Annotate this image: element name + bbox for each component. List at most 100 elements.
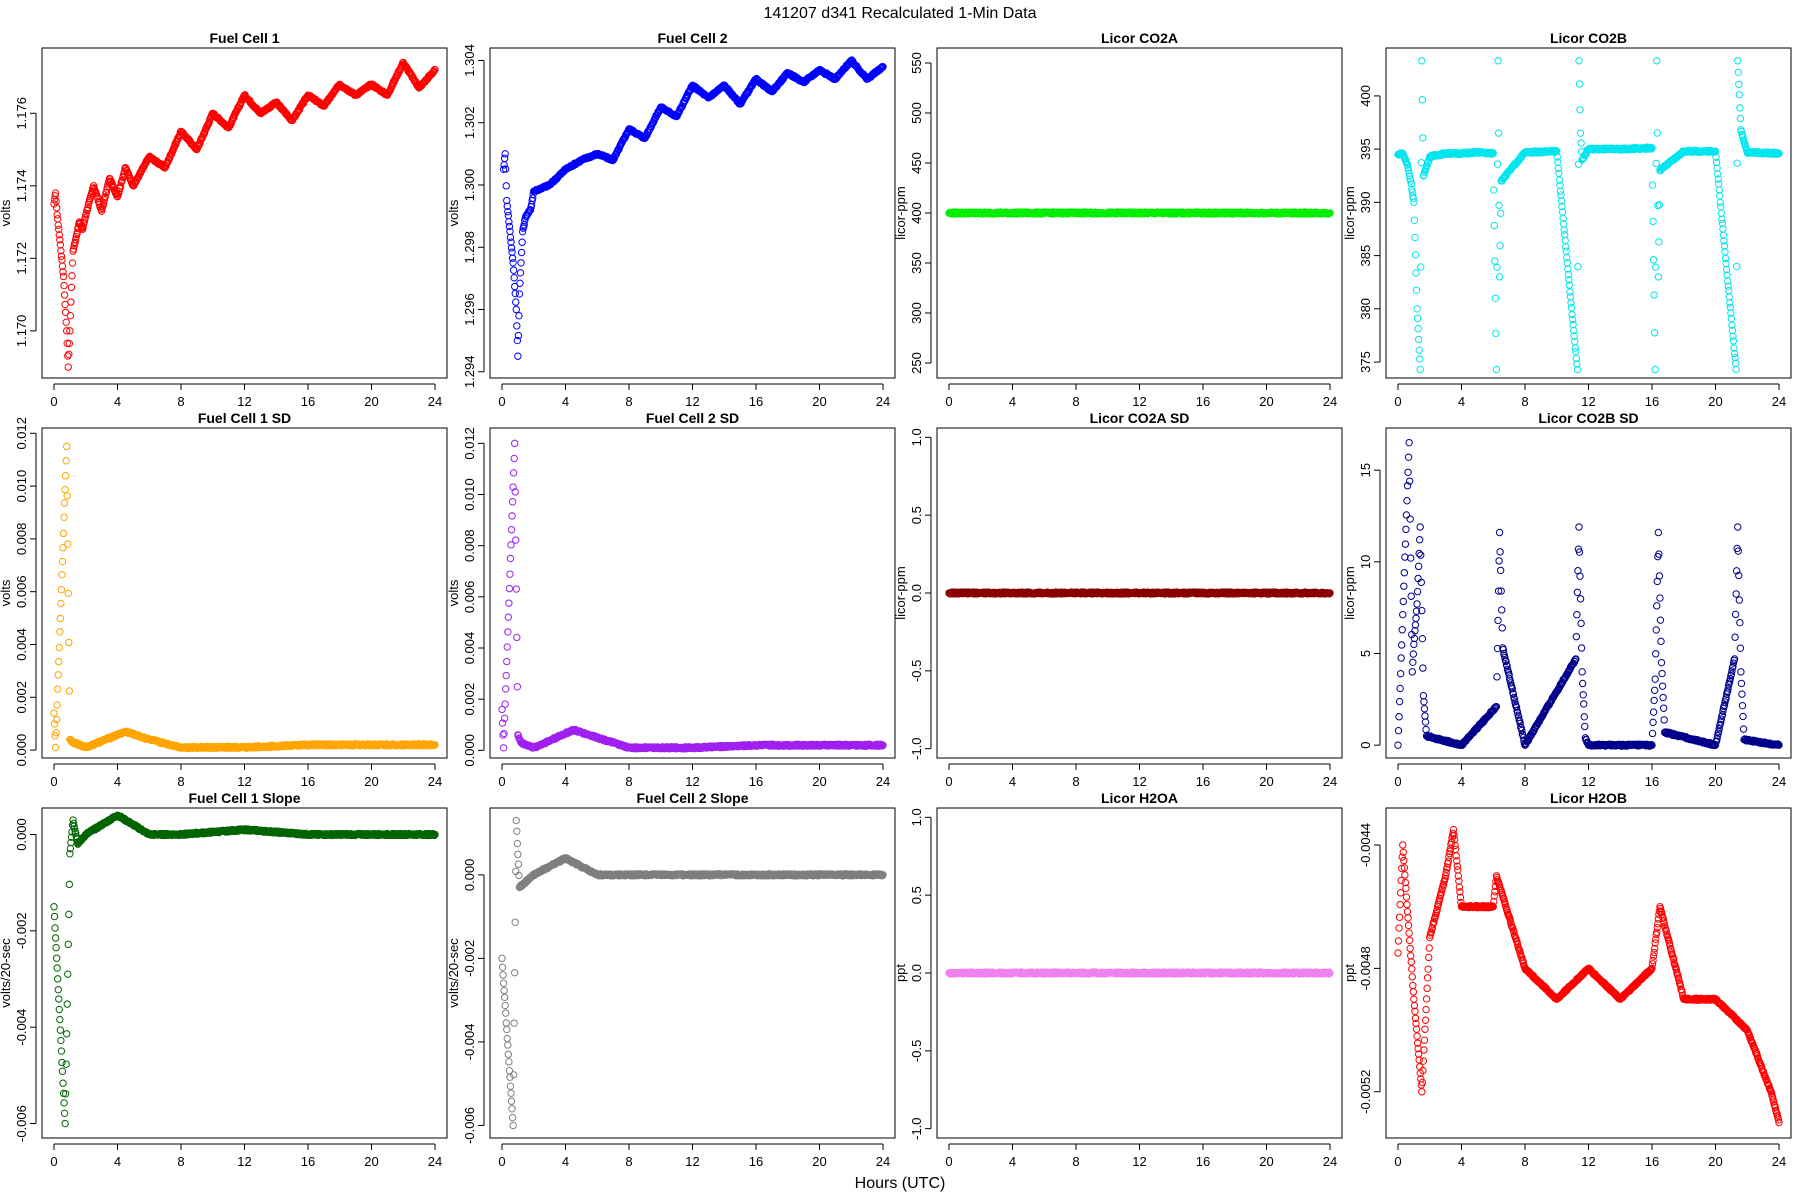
data-point bbox=[1419, 134, 1427, 142]
data-point bbox=[504, 628, 512, 636]
data-point bbox=[1648, 181, 1657, 189]
x-tick-label: 4 bbox=[1458, 394, 1465, 409]
data-point bbox=[1412, 286, 1421, 294]
data-point bbox=[1652, 159, 1660, 168]
data-point bbox=[1573, 365, 1582, 374]
y-tick-label: 0.010 bbox=[462, 478, 477, 511]
data-point bbox=[513, 322, 521, 330]
panel-2: Fuel Cell 20 4 8 12 16 20 241.2941.2961.2981.3… bbox=[446, 30, 896, 409]
y-tick-label: 0.006 bbox=[462, 581, 477, 614]
panel-title: Fuel Cell 1 SD bbox=[198, 410, 291, 426]
data-point bbox=[503, 196, 511, 205]
x-tick-label: 8 bbox=[177, 394, 184, 409]
data-point bbox=[1409, 194, 1418, 203]
data-point bbox=[1735, 80, 1743, 89]
data-point bbox=[511, 289, 519, 298]
data-point bbox=[68, 272, 76, 280]
x-tick-label: 12 bbox=[237, 774, 251, 789]
y-tick-label: 0.5 bbox=[909, 506, 924, 524]
data-point bbox=[1736, 114, 1745, 123]
data-point bbox=[61, 308, 70, 316]
data-point bbox=[58, 262, 67, 270]
data-point bbox=[509, 266, 518, 274]
data-point bbox=[1410, 216, 1419, 224]
data-point bbox=[503, 202, 511, 210]
data-point bbox=[509, 259, 517, 267]
x-tick-label: 24 bbox=[876, 774, 890, 789]
x-tick-label: 12 bbox=[1132, 774, 1146, 789]
data-point bbox=[1732, 262, 1741, 271]
data-point bbox=[101, 192, 110, 201]
data-point bbox=[502, 671, 510, 680]
data-point bbox=[57, 247, 65, 255]
data-point bbox=[508, 254, 517, 262]
data-point bbox=[517, 248, 526, 257]
y-tick-label: 0.010 bbox=[14, 470, 29, 503]
data-points bbox=[50, 58, 439, 371]
x-tick-label: 4 bbox=[114, 774, 121, 789]
data-point bbox=[50, 195, 59, 204]
data-point bbox=[65, 687, 74, 695]
data-point bbox=[1494, 129, 1503, 137]
data-point bbox=[1490, 186, 1498, 194]
x-tick-label: 0 bbox=[50, 774, 57, 789]
data-point bbox=[507, 526, 516, 534]
data-point bbox=[1734, 68, 1742, 77]
data-point bbox=[502, 182, 510, 190]
data-points bbox=[50, 442, 439, 753]
y-tick-label: 1.172 bbox=[14, 242, 29, 275]
data-point bbox=[514, 331, 523, 340]
data-point bbox=[1654, 273, 1663, 281]
data-point bbox=[526, 206, 534, 214]
x-tick-label: 0 bbox=[498, 774, 505, 789]
data-point bbox=[62, 318, 70, 326]
data-point bbox=[512, 305, 520, 314]
plot-frame bbox=[489, 47, 896, 379]
data-point bbox=[1325, 209, 1334, 217]
data-point bbox=[513, 633, 521, 642]
x-tick-label: 12 bbox=[1581, 394, 1595, 409]
data-point bbox=[1655, 238, 1663, 246]
data-point bbox=[1653, 57, 1661, 65]
data-point bbox=[1495, 201, 1503, 210]
data-point bbox=[1576, 129, 1585, 137]
data-point bbox=[61, 486, 69, 494]
x-tick-label: 12 bbox=[685, 774, 699, 789]
data-point bbox=[1649, 256, 1658, 264]
x-tick-label: 8 bbox=[625, 774, 632, 789]
data-point bbox=[60, 513, 68, 521]
y-tick-label: 0.0 bbox=[909, 584, 924, 602]
data-point bbox=[1651, 365, 1659, 374]
data-point bbox=[1403, 159, 1411, 168]
y-axis-label: volts bbox=[446, 199, 461, 226]
data-point bbox=[1733, 159, 1741, 167]
y-tick-label: 350 bbox=[909, 252, 924, 274]
data-point bbox=[1492, 329, 1500, 338]
data-points bbox=[498, 439, 887, 753]
x-tick-label: 4 bbox=[114, 394, 121, 409]
y-tick-label: 0.004 bbox=[462, 632, 477, 665]
data-point bbox=[508, 498, 517, 506]
data-point bbox=[499, 744, 508, 752]
data-point bbox=[57, 599, 65, 608]
y-tick-label: 375 bbox=[1358, 351, 1373, 373]
y-tick-label: 250 bbox=[909, 352, 924, 374]
y-tick-label: 1.304 bbox=[462, 44, 477, 77]
data-point bbox=[1492, 365, 1501, 374]
data-point bbox=[1576, 106, 1584, 114]
data-point bbox=[1405, 172, 1414, 180]
y-tick-label: 0.000 bbox=[14, 734, 29, 767]
figure-title: 141207 d341 Recalculated 1-Min Data bbox=[763, 5, 1036, 22]
data-point bbox=[1414, 335, 1423, 344]
x-tick-label: 0 bbox=[945, 774, 952, 789]
data-point bbox=[511, 439, 519, 448]
data-point bbox=[67, 298, 75, 306]
y-tick-label: 1.174 bbox=[14, 170, 29, 203]
x-tick-label: 20 bbox=[812, 394, 826, 409]
data-points bbox=[945, 208, 1334, 218]
data-point bbox=[65, 339, 74, 348]
figure-xlabel: Hours (UTC) bbox=[855, 1175, 946, 1192]
x-tick-label: 12 bbox=[685, 394, 699, 409]
x-tick-label: 16 bbox=[749, 774, 763, 789]
